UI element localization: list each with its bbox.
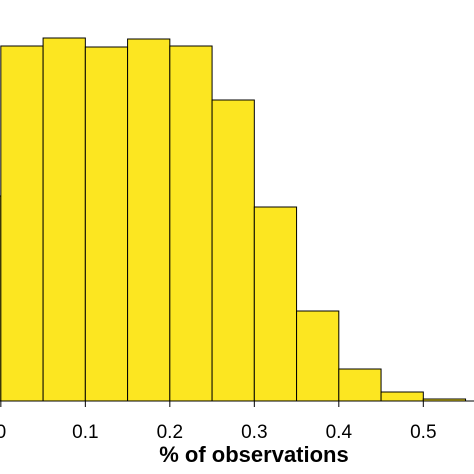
histogram-bar (84, 46, 129, 402)
x-tick-label: 0.2 (157, 422, 183, 443)
x-tick-label: 0.3 (241, 422, 267, 443)
bars-group (0, 37, 467, 402)
histogram-bar (380, 391, 424, 402)
histogram-bar (211, 99, 255, 402)
x-axis-ticks: 0 0.1 0.2 0.3 0.4 0.5 (0, 401, 437, 443)
histogram-bar (0, 45, 44, 402)
x-tick-label: 0.4 (326, 422, 353, 443)
histogram-bar (169, 45, 213, 402)
x-tick-label: 0.1 (72, 422, 98, 443)
histogram-bar (338, 368, 382, 402)
x-tick-label: 0.5 (410, 422, 436, 443)
histogram-bar (253, 206, 298, 402)
x-tick-label: 0 (0, 422, 6, 443)
histogram-bar (127, 38, 171, 402)
x-axis-title: % of observations (159, 442, 348, 467)
histogram-bar (296, 310, 340, 402)
histogram-bar (42, 37, 86, 402)
